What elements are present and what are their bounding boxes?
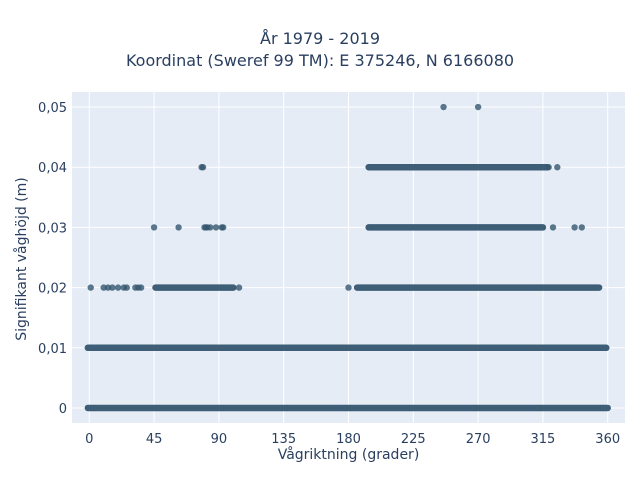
data-point (345, 284, 352, 291)
x-tick-label: 315 (531, 432, 556, 447)
y-tick-label: 0,05 (38, 101, 67, 116)
x-tick-label: 0 (85, 432, 93, 447)
x-tick-label: 270 (466, 432, 491, 447)
x-tick-label: 135 (271, 432, 296, 447)
y-tick-label: 0,02 (38, 282, 67, 297)
y-tick-label: 0,03 (38, 221, 67, 236)
y-axis-label: Signifikant våghöjd (m) (14, 177, 30, 341)
data-point (150, 224, 158, 231)
x-tick-label: 225 (401, 432, 426, 447)
data-point (109, 284, 116, 291)
data-point (578, 224, 585, 231)
data-point (545, 164, 552, 171)
data-point (114, 284, 122, 291)
data-point (123, 284, 130, 291)
data-point (175, 224, 182, 231)
data-point (440, 103, 447, 111)
y-tick-label: 0,01 (38, 342, 67, 357)
x-tick-label: 360 (595, 432, 620, 447)
data-point (87, 284, 94, 291)
data-point (220, 224, 227, 231)
chart-title-line-2: Koordinat (Sweref 99 TM): E 375246, N 61… (125, 51, 515, 70)
data-point (571, 224, 578, 231)
data-point (212, 224, 220, 231)
data-point (235, 284, 243, 291)
data-point (137, 284, 145, 291)
data-point (549, 224, 557, 231)
chart-title-line-1: År 1979 - 2019 (260, 29, 380, 48)
x-tick-label: 90 (211, 432, 228, 447)
y-tick-label: 0,04 (38, 161, 67, 176)
data-point (554, 164, 561, 171)
data-point (474, 103, 482, 111)
data-point (199, 164, 207, 171)
data-point (207, 224, 214, 231)
x-tick-label: 180 (336, 432, 361, 447)
x-tick-label: 45 (146, 432, 163, 447)
x-axis-label: Vågriktning (grader) (277, 447, 420, 463)
y-tick-label: 0 (59, 402, 67, 417)
